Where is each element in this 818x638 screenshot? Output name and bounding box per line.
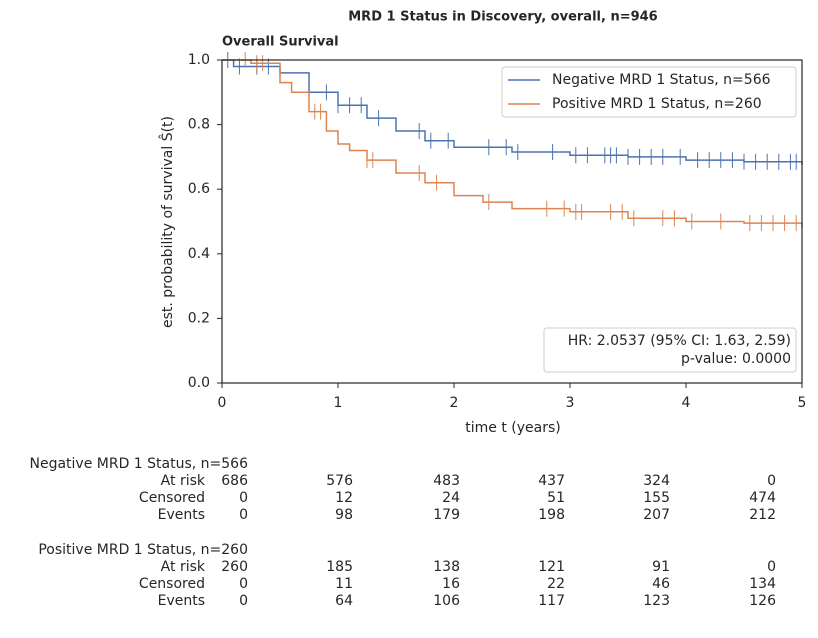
risk-value: 0 bbox=[239, 490, 248, 506]
risk-value: 51 bbox=[547, 490, 565, 506]
annotation-box bbox=[543, 327, 797, 373]
x-tick-label: 5 bbox=[798, 395, 807, 411]
risk-value: 212 bbox=[749, 507, 776, 523]
risk-value: 0 bbox=[239, 576, 248, 592]
x-tick-label: 2 bbox=[450, 395, 459, 411]
y-tick-label: 0.2 bbox=[188, 310, 210, 326]
y-tick-label: 0.0 bbox=[188, 375, 210, 391]
risk-value: 0 bbox=[239, 507, 248, 523]
annotation-text: HR: 2.0537 (95% CI: 1.63, 2.59) bbox=[568, 333, 791, 349]
risk-value: 138 bbox=[433, 559, 460, 575]
risk-value: 0 bbox=[767, 473, 776, 489]
risk-value: 121 bbox=[538, 559, 565, 575]
risk-row-label: Events bbox=[158, 507, 205, 523]
risk-value: 686 bbox=[221, 473, 248, 489]
annotation-text: p-value: 0.0000 bbox=[681, 351, 791, 367]
risk-value: 198 bbox=[538, 507, 565, 523]
risk-value: 0 bbox=[767, 559, 776, 575]
x-tick-label: 1 bbox=[334, 395, 343, 411]
risk-value: 474 bbox=[749, 490, 776, 506]
risk-value: 46 bbox=[652, 576, 670, 592]
risk-value: 260 bbox=[221, 559, 248, 575]
risk-value: 576 bbox=[326, 473, 353, 489]
risk-row-label: Events bbox=[158, 593, 205, 609]
survival-curve bbox=[222, 59, 803, 228]
survival-curve bbox=[222, 59, 803, 165]
risk-value: 64 bbox=[335, 593, 353, 609]
legend-box bbox=[501, 66, 797, 118]
risk-row-label: Censored bbox=[139, 490, 205, 506]
risk-value: 179 bbox=[433, 507, 460, 523]
risk-value: 11 bbox=[335, 576, 353, 592]
risk-value: 12 bbox=[335, 490, 353, 506]
chart-title: MRD 1 Status in Discovery, overall, n=94… bbox=[348, 10, 657, 25]
risk-value: 185 bbox=[326, 559, 353, 575]
risk-value: 24 bbox=[442, 490, 460, 506]
y-tick-label: 1.0 bbox=[188, 52, 210, 68]
legend-label: Negative MRD 1 Status, n=566 bbox=[552, 72, 771, 88]
y-tick-label: 0.4 bbox=[188, 246, 210, 262]
risk-value: 106 bbox=[433, 593, 460, 609]
chart-subtitle: Overall Survival bbox=[222, 35, 339, 50]
risk-group-name: Negative MRD 1 Status, n=566 bbox=[29, 456, 248, 472]
y-tick-label: 0.8 bbox=[188, 117, 210, 133]
risk-value: 16 bbox=[442, 576, 460, 592]
risk-value: 155 bbox=[643, 490, 670, 506]
risk-value: 134 bbox=[749, 576, 776, 592]
plot-frame bbox=[221, 59, 803, 384]
legend-label: Positive MRD 1 Status, n=260 bbox=[552, 96, 762, 112]
risk-group-name: Positive MRD 1 Status, n=260 bbox=[38, 542, 248, 558]
risk-value: 324 bbox=[643, 473, 670, 489]
x-tick-label: 3 bbox=[566, 395, 575, 411]
risk-value: 126 bbox=[749, 593, 776, 609]
risk-value: 437 bbox=[538, 473, 565, 489]
x-tick-label: 0 bbox=[218, 395, 227, 411]
y-tick-label: 0.6 bbox=[188, 181, 210, 197]
risk-value: 207 bbox=[643, 507, 670, 523]
risk-value: 98 bbox=[335, 507, 353, 523]
risk-row-label: Censored bbox=[139, 576, 205, 592]
risk-value: 483 bbox=[433, 473, 460, 489]
y-axis-label: est. probability of survival Ŝ(t) bbox=[158, 116, 176, 328]
risk-row-label: At risk bbox=[161, 473, 206, 489]
x-axis-label: time t (years) bbox=[465, 420, 560, 436]
risk-value: 91 bbox=[652, 559, 670, 575]
risk-value: 123 bbox=[643, 593, 670, 609]
risk-row-label: At risk bbox=[161, 559, 206, 575]
risk-value: 22 bbox=[547, 576, 565, 592]
x-tick-label: 4 bbox=[682, 395, 691, 411]
risk-value: 0 bbox=[239, 593, 248, 609]
risk-value: 117 bbox=[538, 593, 565, 609]
